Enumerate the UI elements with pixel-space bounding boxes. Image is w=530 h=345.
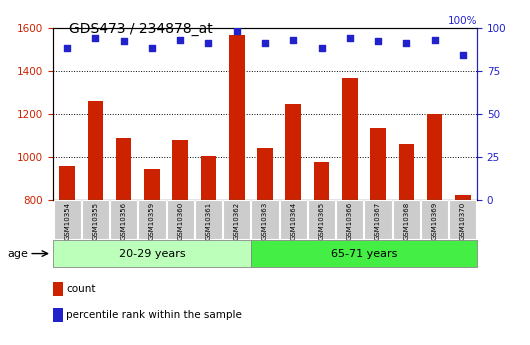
Text: GSM10368: GSM10368 [403,202,409,240]
Text: GSM10361: GSM10361 [206,202,211,240]
Text: GSM10355: GSM10355 [92,202,99,240]
Text: GSM10363: GSM10363 [262,202,268,240]
Bar [229,35,244,345]
Bar [399,144,414,345]
Bar [342,78,358,345]
FancyBboxPatch shape [280,200,307,239]
Text: age: age [7,249,28,258]
Point [91,35,100,41]
Text: 65-71 years: 65-71 years [331,249,397,258]
Point [402,40,411,46]
FancyBboxPatch shape [223,200,250,239]
Text: GSM10365: GSM10365 [319,202,324,240]
Point [204,40,213,46]
Point [63,46,72,51]
FancyBboxPatch shape [449,200,476,239]
Text: percentile rank within the sample: percentile rank within the sample [66,310,242,319]
Point [233,28,241,34]
Point [317,46,326,51]
Point [430,37,439,42]
Point [346,35,354,41]
FancyBboxPatch shape [195,200,222,239]
Text: 20-29 years: 20-29 years [119,249,186,258]
Point [458,52,467,58]
Bar [172,140,188,345]
FancyBboxPatch shape [421,200,448,239]
Text: GSM10369: GSM10369 [431,202,438,240]
FancyBboxPatch shape [166,200,194,239]
Text: count: count [66,284,96,294]
Text: 100%: 100% [447,16,477,26]
Text: GSM10370: GSM10370 [460,202,466,240]
FancyBboxPatch shape [251,240,477,267]
Text: GSM10364: GSM10364 [290,202,296,240]
Point [148,46,156,51]
Bar [116,138,131,345]
FancyBboxPatch shape [365,200,392,239]
Text: GSM10354: GSM10354 [64,202,70,240]
FancyBboxPatch shape [393,200,420,239]
FancyBboxPatch shape [54,200,81,239]
FancyBboxPatch shape [53,240,251,267]
Text: GSM10360: GSM10360 [177,202,183,240]
FancyBboxPatch shape [308,200,335,239]
Bar [370,128,386,345]
Point [176,37,184,42]
Text: GSM10359: GSM10359 [149,202,155,240]
Point [289,37,297,42]
FancyBboxPatch shape [336,200,364,239]
Text: GSM10366: GSM10366 [347,202,353,240]
FancyBboxPatch shape [251,200,279,239]
Point [261,40,269,46]
Bar [314,162,329,345]
Bar [286,104,301,345]
Text: GSM10367: GSM10367 [375,202,381,240]
Point [374,39,382,44]
Text: GSM10362: GSM10362 [234,202,240,240]
Bar [201,156,216,345]
Text: GSM10356: GSM10356 [121,202,127,240]
Bar [427,114,443,345]
Point [119,39,128,44]
Bar [257,148,273,345]
FancyBboxPatch shape [138,200,165,239]
FancyBboxPatch shape [82,200,109,239]
Bar [144,169,160,345]
Bar [455,195,471,345]
Bar [87,101,103,345]
Bar [59,166,75,345]
FancyBboxPatch shape [110,200,137,239]
Text: GDS473 / 234878_at: GDS473 / 234878_at [69,22,213,37]
